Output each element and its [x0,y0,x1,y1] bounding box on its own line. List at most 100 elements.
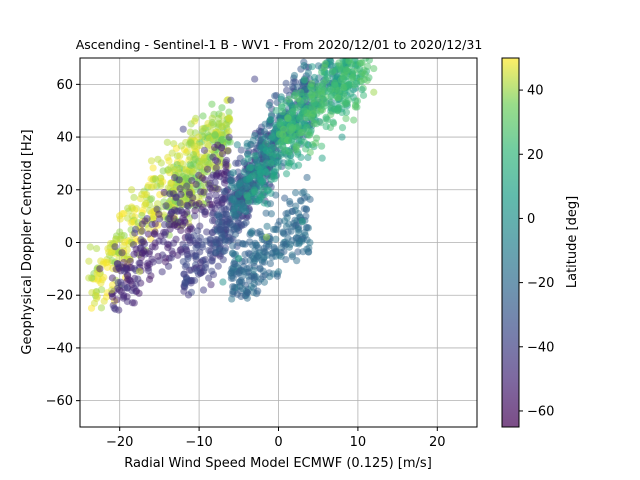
scatter-point [272,106,280,115]
scatter-point [151,220,159,228]
scatter-point [251,152,259,160]
scatter-point [176,199,184,207]
scatter-point [278,118,286,127]
scatter-point [318,91,326,99]
scatter-point [337,65,345,73]
scatter-point [261,133,270,141]
scatter-point [208,257,216,265]
scatter-point [201,176,209,184]
scatter-point [308,63,316,71]
scatter-point [305,248,313,256]
scatter-point [138,211,146,220]
scatter-point [323,116,332,124]
scatter-point [225,114,234,123]
scatter-point [250,273,258,281]
scatter-point [126,257,134,265]
scatter-point [182,261,191,269]
scatter-point [160,220,169,229]
scatter-point [308,113,316,121]
scatter-point [124,204,132,212]
scatter-point [260,199,268,207]
scatter-point [263,222,271,230]
scatter-point [308,95,316,103]
scatter-point [302,205,310,213]
scatter-point [258,256,266,264]
colorbar-ticks: −60 −40 −20 0 20 40 [519,84,554,419]
scatter-point [102,259,110,267]
scatter-point [191,155,199,163]
scatter-point [208,100,216,108]
scatter-point [285,95,293,103]
scatter-point [158,268,166,276]
scatter-point [218,136,226,144]
scatter-point [222,158,230,167]
scatter-point [288,131,296,139]
scatter-point [343,67,351,75]
scatter-point [145,275,154,284]
scatter-point [100,297,108,305]
scatter-point [280,125,288,133]
scatter-point [231,213,240,221]
x-axis-ticks: −20 −10 0 10 20 [106,427,446,450]
colorbar-tick-label: −40 [527,340,554,355]
scatter-point [351,101,360,109]
scatter-point [288,207,296,215]
scatter-point [215,237,224,246]
scatter-point [164,166,172,174]
scatter-point [287,227,295,235]
scatter-point [259,176,267,184]
scatter-point [245,175,253,183]
scatter-point [120,258,128,267]
scatter-point [239,204,248,212]
scatter-point [246,163,255,171]
scatter-point [147,157,156,165]
scatter-point [130,299,138,307]
scatter-point [219,195,227,203]
scatter-point [277,151,285,159]
scatter-point [356,59,364,67]
scatter-point [205,181,213,189]
scatter-point [105,248,113,256]
scatter-point [286,240,294,248]
scatter-point [194,227,202,235]
scatter-point [141,190,149,199]
scatter-point [301,76,309,84]
scatter-point [161,231,169,239]
x-tick-label: 20 [429,435,446,450]
scatter-point [113,296,121,304]
scatter-point [296,197,304,205]
scatter-point [184,227,192,235]
scatter-point [229,242,237,250]
scatter-point [216,225,224,234]
scatter-point [282,170,291,178]
scatter-point [85,274,93,282]
scatter-point [205,274,213,282]
scatter-point [294,95,302,103]
scatter-point [131,225,140,233]
scatter-point [352,80,361,88]
scatter-point [187,120,195,128]
scatter-point [115,263,123,271]
scatter-point [293,83,302,91]
scatter-point [192,180,200,188]
scatter-point [251,75,259,83]
scatter-point [193,267,201,275]
scatter-point [154,252,162,260]
scatter-point [237,178,245,187]
scatter-point [251,188,259,196]
scatter-point [350,116,358,124]
scatter-point [135,267,144,276]
scatter-point [254,287,262,295]
scatter-point [359,91,368,99]
scatter-point [266,200,275,208]
scatter-point [298,237,306,245]
scatter-point [199,112,207,120]
scatter-point [284,113,292,122]
scatter-point [183,250,192,259]
scatter-point [310,73,319,82]
scatter-point [195,237,203,245]
scatter-point [129,241,138,249]
scatter-point [157,159,165,167]
scatter-point [299,107,308,115]
scatter-point [164,244,172,252]
